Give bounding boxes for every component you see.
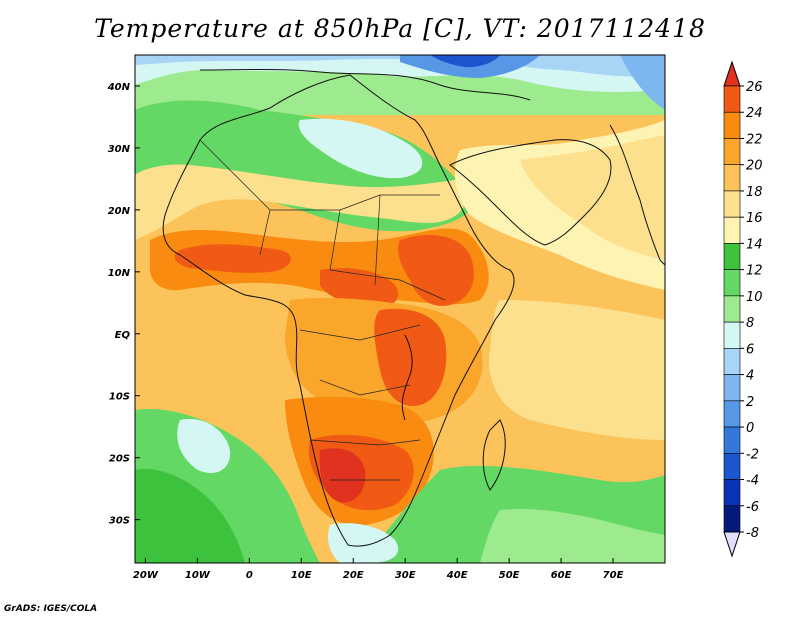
lon-tick-label: 0	[246, 570, 253, 581]
colorbar-bottom-arrow	[723, 531, 741, 558]
colorbar-swatch	[723, 295, 741, 323]
colorbar-label: -2	[746, 447, 759, 462]
colorbar-swatch	[723, 452, 741, 480]
colorbar-label: 4	[746, 369, 754, 384]
lat-tick-label: 30N	[108, 144, 131, 155]
colorbar-label: -4	[746, 474, 759, 489]
colorbar-label: 0	[746, 421, 754, 436]
colorbar-label: 8	[746, 316, 754, 331]
colorbar-swatch	[723, 243, 741, 270]
colorbar-swatch	[723, 348, 741, 375]
lon-tick-label: 60E	[551, 570, 572, 581]
colorbar-label: -6	[746, 500, 759, 515]
lat-tick-label: 10N	[108, 268, 131, 279]
colorbar-label: 10	[746, 290, 763, 305]
colorbar-swatch	[723, 426, 741, 454]
lat-tick-label: 30S	[109, 516, 130, 527]
lon-tick-label: 20E	[343, 570, 364, 581]
colorbar-top-arrow	[723, 60, 741, 87]
colorbar-swatch	[723, 321, 741, 349]
lon-tick-label: 10W	[185, 570, 211, 581]
colorbar-label: 14	[746, 237, 763, 252]
colorbar-swatch	[723, 190, 741, 218]
lat-tick-label: 10S	[109, 392, 130, 403]
map-frame	[134, 54, 666, 564]
colorbar-label: 12	[746, 264, 763, 279]
lon-tick-label: 10E	[291, 570, 312, 581]
colorbar-swatch	[723, 111, 741, 139]
colorbar-swatch	[723, 374, 741, 402]
colorbar-swatch	[723, 479, 741, 507]
colorbar-label: 24	[746, 106, 763, 121]
lon-tick-label: 70E	[603, 570, 624, 581]
lon-tick-label: 50E	[499, 570, 520, 581]
colorbar-swatch	[723, 216, 741, 244]
colorbar-swatch	[723, 85, 741, 113]
colorbar-label: -8	[746, 526, 759, 541]
colorbar-swatch	[723, 505, 741, 533]
colorbar-label: 18	[746, 185, 763, 200]
temperature-map	[135, 55, 665, 563]
latitude-axis: 40N 30N 20N 10N EQ 10S 20S 30S	[107, 82, 140, 527]
longitude-axis: 20W 10W 0 10E 20E 30E 40E 50E 60E 70E	[133, 558, 624, 581]
colorbar-label: 6	[746, 342, 754, 357]
lat-tick-label: 20S	[109, 454, 130, 465]
map-title: Temperature at 850hPa [C], VT: 201711241…	[94, 14, 706, 43]
colorbar-label: 20	[746, 159, 763, 174]
lon-tick-label: 40E	[446, 570, 468, 581]
colorbar-label: 26	[746, 80, 763, 95]
lat-tick-label: 20N	[108, 206, 131, 217]
credit-text: GrADS: IGES/COLA	[4, 604, 98, 614]
lat-tick-label: EQ	[115, 330, 131, 341]
colorbar-swatch	[723, 164, 741, 192]
lon-tick-label: 20W	[133, 570, 159, 581]
colorbar-swatch	[723, 400, 741, 428]
colorbar-label: 22	[746, 132, 763, 147]
colorbar-label: 2	[746, 395, 754, 410]
lat-tick-label: 40N	[107, 82, 131, 93]
colorbar-label: 16	[746, 211, 763, 226]
colorbar-swatch	[723, 269, 741, 297]
lon-tick-label: 30E	[395, 570, 416, 581]
colorbar-swatch	[723, 138, 741, 166]
